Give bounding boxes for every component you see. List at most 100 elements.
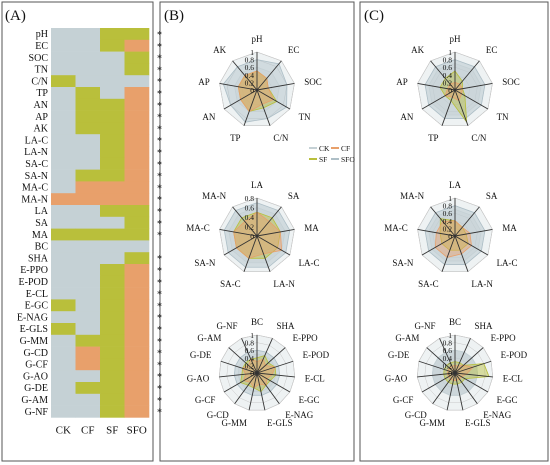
heatmap-cell <box>124 98 150 111</box>
radar-tick-label: 0 <box>250 369 254 378</box>
heatmap-cell <box>124 63 150 76</box>
radar-panel-b: 00.20.40.60.81pHECSOCTNC/NTPANAPAK00.20.… <box>186 34 329 428</box>
heatmap-cell <box>124 39 150 52</box>
radar-axis-label: SA <box>288 191 300 201</box>
radar-spoke <box>454 89 489 110</box>
radar-axis-label: AK <box>213 45 226 55</box>
radar-axis-label: MA-C <box>384 223 408 233</box>
heatmap-row-label: E-GC <box>25 301 49 312</box>
heatmap-row-label: AK <box>34 124 49 135</box>
heatmap-row-label: SA-C <box>25 159 48 170</box>
significance-mark: * <box>157 183 162 194</box>
radar-tick-label: 0.8 <box>443 339 453 348</box>
legend-label: SF <box>319 155 327 164</box>
heatmap-cell <box>75 287 101 300</box>
heatmap-cell <box>75 181 101 194</box>
heatmap-cell <box>100 146 125 159</box>
radar-axis-label: SA <box>486 191 498 201</box>
significance-mark: * <box>157 101 162 112</box>
heatmap-cell <box>100 181 125 194</box>
radar-spoke <box>417 82 456 91</box>
heatmap-cell <box>51 205 76 218</box>
radar-axis-label: EC <box>486 45 498 55</box>
radar-grid-ring <box>226 342 288 403</box>
significance-mark: * <box>157 136 162 147</box>
heatmap-cell <box>124 146 150 159</box>
heatmap-cell <box>51 98 76 111</box>
significance-mark: * <box>157 160 162 171</box>
heatmap-row-label: MA-N <box>21 194 48 205</box>
radar-spoke <box>454 372 489 393</box>
heatmap-cell <box>51 323 76 336</box>
heatmap-row-label: LA-C <box>25 135 49 146</box>
heatmap-cell <box>124 240 150 253</box>
radar-axis-label: G-CD <box>207 410 229 420</box>
radar-spoke <box>256 82 295 91</box>
radar-axis-label: E-POD <box>501 350 528 360</box>
heatmap-row-label: EC <box>35 41 48 52</box>
significance-mark: * <box>157 337 162 348</box>
heatmap-cell <box>51 252 76 265</box>
radar-axis-label: LA <box>251 180 263 190</box>
panel-c-label: (C) <box>364 8 384 24</box>
heatmap-row-label: G-MM <box>20 336 48 347</box>
radar-tick-label: 0 <box>448 232 452 241</box>
radar-axis-label: TP <box>230 133 241 143</box>
heatmap-cell <box>124 122 150 135</box>
heatmap-cell <box>51 146 76 159</box>
radar-chart: 00.20.40.60.81 pH EC SOC TN C/N TP AN AP AK <box>198 34 322 143</box>
radar-axis-label: E-PPO <box>293 333 319 343</box>
heatmap-cell <box>100 240 125 253</box>
heatmap-cell <box>51 216 76 229</box>
radar-axis-label: LA <box>449 180 461 190</box>
heatmap-cell <box>100 334 125 347</box>
radar-tick-label: 0.8 <box>245 339 255 348</box>
radar-axis-label: C/N <box>273 133 289 143</box>
radar-axis-label: E-POD <box>303 350 330 360</box>
radar-axis-label: G-CF <box>195 395 216 405</box>
heatmap-cell <box>124 393 150 406</box>
radar-chart: 00.20.40.60.81 BC SHA E-PPO E-POD E-CL E-GC E-N… <box>187 317 330 428</box>
radar-tick-label: 0 <box>448 369 452 378</box>
radar-spoke <box>454 338 471 374</box>
heatmap-cell <box>75 157 101 170</box>
radar-spoke <box>243 235 258 272</box>
heatmap-row-label: E-POD <box>19 277 48 288</box>
radar-tick-label: 0.4 <box>245 71 255 80</box>
heatmap-cell <box>75 169 101 182</box>
heatmap-cell <box>51 264 76 277</box>
radar-axis-label: G-NF <box>414 321 435 331</box>
radar-spoke <box>454 228 493 237</box>
radar-series-cf <box>434 220 472 258</box>
radar-grid-ring <box>241 74 273 105</box>
heatmap-cell <box>75 146 101 159</box>
heatmap-cell <box>75 405 101 418</box>
radar-axis-label: LA-C <box>299 258 320 268</box>
heatmap-cell <box>51 287 76 300</box>
heatmap-cell <box>75 311 101 324</box>
heatmap-cell <box>100 299 125 312</box>
radar-tick-label: 0.4 <box>443 354 453 363</box>
radar-tick-label: 0.8 <box>245 194 255 203</box>
heatmap-row-label: C/N <box>31 76 48 87</box>
heatmap-cell <box>100 63 125 76</box>
heatmap-row-label: MA <box>32 230 49 241</box>
panel-b-label: (B) <box>164 8 184 24</box>
heatmap-cell <box>100 311 125 324</box>
heatmap-cell <box>124 370 150 383</box>
heatmap-cell <box>100 346 125 359</box>
heatmap-cell <box>51 334 76 347</box>
radar-axis-label: SHA <box>475 321 494 331</box>
heatmap-cell <box>124 181 150 194</box>
radar-spoke <box>454 360 492 374</box>
radar-spoke <box>421 372 456 393</box>
radar-tick-label: 1 <box>448 194 452 203</box>
heatmap-cell <box>75 28 101 41</box>
radar-axis-label: LA-N <box>273 279 295 289</box>
heatmap-cell <box>75 193 101 206</box>
heatmap-cell <box>124 51 150 64</box>
legend-label: CF <box>341 144 350 153</box>
panel-a-frame <box>1 1 154 462</box>
heatmap-row-label: LA <box>35 206 49 217</box>
